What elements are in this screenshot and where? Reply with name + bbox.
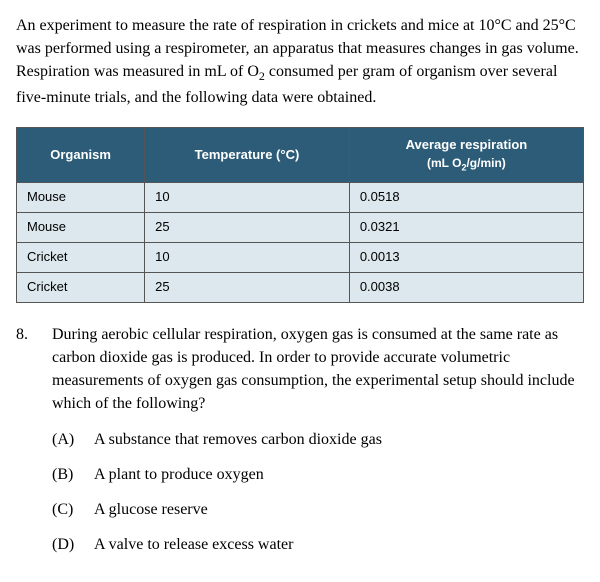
col-header-temperature: Temperature (°C) bbox=[145, 128, 350, 183]
question-body: During aerobic cellular respiration, oxy… bbox=[52, 323, 584, 569]
choice-text: A plant to produce oxygen bbox=[94, 463, 264, 486]
col-header-respiration-main: Average respiration bbox=[406, 137, 528, 152]
choice-text: A substance that removes carbon dioxide … bbox=[94, 428, 382, 451]
col-header-respiration: Average respiration (mL O2/g/min) bbox=[349, 128, 583, 183]
choice-letter: (C) bbox=[52, 498, 80, 521]
choice-letter: (D) bbox=[52, 533, 80, 556]
cell-temp: 25 bbox=[145, 213, 350, 243]
choice-letter: (B) bbox=[52, 463, 80, 486]
cell-resp: 0.0321 bbox=[349, 213, 583, 243]
cell-resp: 0.0013 bbox=[349, 243, 583, 273]
table-row: Cricket 25 0.0038 bbox=[17, 272, 584, 302]
intro-paragraph: An experiment to measure the rate of res… bbox=[16, 14, 584, 109]
choice-letter: (A) bbox=[52, 428, 80, 451]
table-body: Mouse 10 0.0518 Mouse 25 0.0321 Cricket … bbox=[17, 183, 584, 302]
choice-c: (C) A glucose reserve bbox=[52, 498, 584, 521]
col-header-organism: Organism bbox=[17, 128, 145, 183]
cell-temp: 25 bbox=[145, 272, 350, 302]
cell-organism: Mouse bbox=[17, 183, 145, 213]
choice-d: (D) A valve to release excess water bbox=[52, 533, 584, 556]
data-table: Organism Temperature (°C) Average respir… bbox=[16, 127, 584, 303]
col-header-respiration-sub: (mL O2/g/min) bbox=[356, 155, 577, 174]
answer-choices: (A) A substance that removes carbon diox… bbox=[52, 428, 584, 557]
table-row: Mouse 25 0.0321 bbox=[17, 213, 584, 243]
cell-temp: 10 bbox=[145, 183, 350, 213]
cell-organism: Cricket bbox=[17, 272, 145, 302]
choice-a: (A) A substance that removes carbon diox… bbox=[52, 428, 584, 451]
choice-text: A glucose reserve bbox=[94, 498, 208, 521]
question-block: 8. During aerobic cellular respiration, … bbox=[16, 323, 584, 569]
table-row: Cricket 10 0.0013 bbox=[17, 243, 584, 273]
table-row: Mouse 10 0.0518 bbox=[17, 183, 584, 213]
question-number: 8. bbox=[16, 323, 34, 569]
cell-resp: 0.0518 bbox=[349, 183, 583, 213]
question-text: During aerobic cellular respiration, oxy… bbox=[52, 323, 584, 416]
cell-temp: 10 bbox=[145, 243, 350, 273]
cell-organism: Mouse bbox=[17, 213, 145, 243]
choice-text: A valve to release excess water bbox=[94, 533, 293, 556]
choice-b: (B) A plant to produce oxygen bbox=[52, 463, 584, 486]
cell-organism: Cricket bbox=[17, 243, 145, 273]
cell-resp: 0.0038 bbox=[349, 272, 583, 302]
